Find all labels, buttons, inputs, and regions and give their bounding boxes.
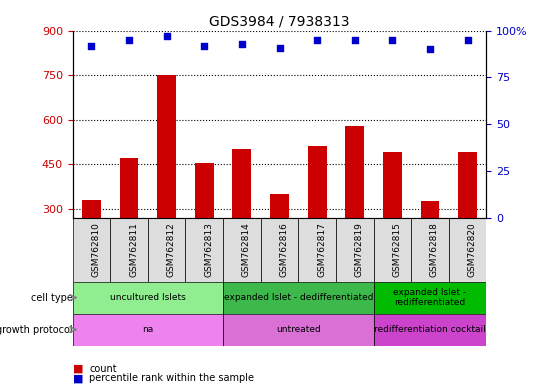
Point: [425, 46, 434, 53]
Text: GSM762814: GSM762814: [242, 222, 251, 277]
Bar: [82, 200, 101, 298]
Bar: [186, 217, 223, 281]
Point: [238, 41, 247, 47]
Title: GDS3984 / 7938313: GDS3984 / 7938313: [209, 14, 350, 28]
Bar: [260, 217, 299, 281]
Text: GSM762818: GSM762818: [430, 222, 439, 277]
Point: [162, 33, 171, 40]
Bar: [336, 217, 373, 281]
Bar: [449, 217, 486, 281]
Bar: [420, 201, 439, 298]
Bar: [120, 158, 139, 298]
Text: GSM762813: GSM762813: [204, 222, 214, 277]
Bar: [223, 314, 373, 346]
Bar: [345, 126, 364, 298]
Point: [350, 37, 359, 43]
Text: GSM762820: GSM762820: [467, 222, 476, 277]
Point: [87, 43, 96, 49]
Text: GSM762816: GSM762816: [280, 222, 288, 277]
Text: GSM762817: GSM762817: [317, 222, 326, 277]
Bar: [73, 314, 223, 346]
Text: ■: ■: [73, 364, 83, 374]
Bar: [148, 217, 186, 281]
Text: GSM762810: GSM762810: [92, 222, 101, 277]
Text: percentile rank within the sample: percentile rank within the sample: [89, 373, 254, 383]
Text: count: count: [89, 364, 117, 374]
Text: growth protocol: growth protocol: [0, 324, 73, 334]
Bar: [373, 314, 486, 346]
Bar: [223, 217, 260, 281]
Bar: [73, 281, 223, 314]
Text: GSM762819: GSM762819: [355, 222, 364, 277]
Text: ■: ■: [73, 373, 83, 383]
Bar: [411, 217, 449, 281]
Point: [312, 37, 321, 43]
Text: expanded Islet -
redifferentiated: expanded Islet - redifferentiated: [394, 288, 466, 307]
Point: [463, 37, 472, 43]
Bar: [223, 281, 373, 314]
Bar: [233, 149, 252, 298]
Point: [388, 37, 397, 43]
Text: GSM762815: GSM762815: [392, 222, 401, 277]
Point: [200, 43, 209, 49]
Text: redifferentiation cocktail: redifferentiation cocktail: [374, 325, 486, 334]
Bar: [110, 217, 148, 281]
Bar: [383, 152, 402, 298]
Bar: [458, 152, 477, 298]
Text: untreated: untreated: [276, 325, 321, 334]
Bar: [157, 75, 176, 298]
Point: [125, 37, 134, 43]
Text: na: na: [142, 325, 154, 334]
Text: expanded Islet - dedifferentiated: expanded Islet - dedifferentiated: [224, 293, 373, 302]
Point: [275, 45, 284, 51]
Text: GSM762811: GSM762811: [129, 222, 138, 277]
Text: cell type: cell type: [31, 293, 73, 303]
Bar: [373, 281, 486, 314]
Bar: [373, 217, 411, 281]
Bar: [270, 194, 289, 298]
Bar: [299, 217, 336, 281]
Text: uncultured Islets: uncultured Islets: [110, 293, 186, 302]
Bar: [195, 163, 214, 298]
Bar: [307, 146, 326, 298]
Text: GSM762812: GSM762812: [167, 222, 176, 277]
Bar: [73, 217, 110, 281]
